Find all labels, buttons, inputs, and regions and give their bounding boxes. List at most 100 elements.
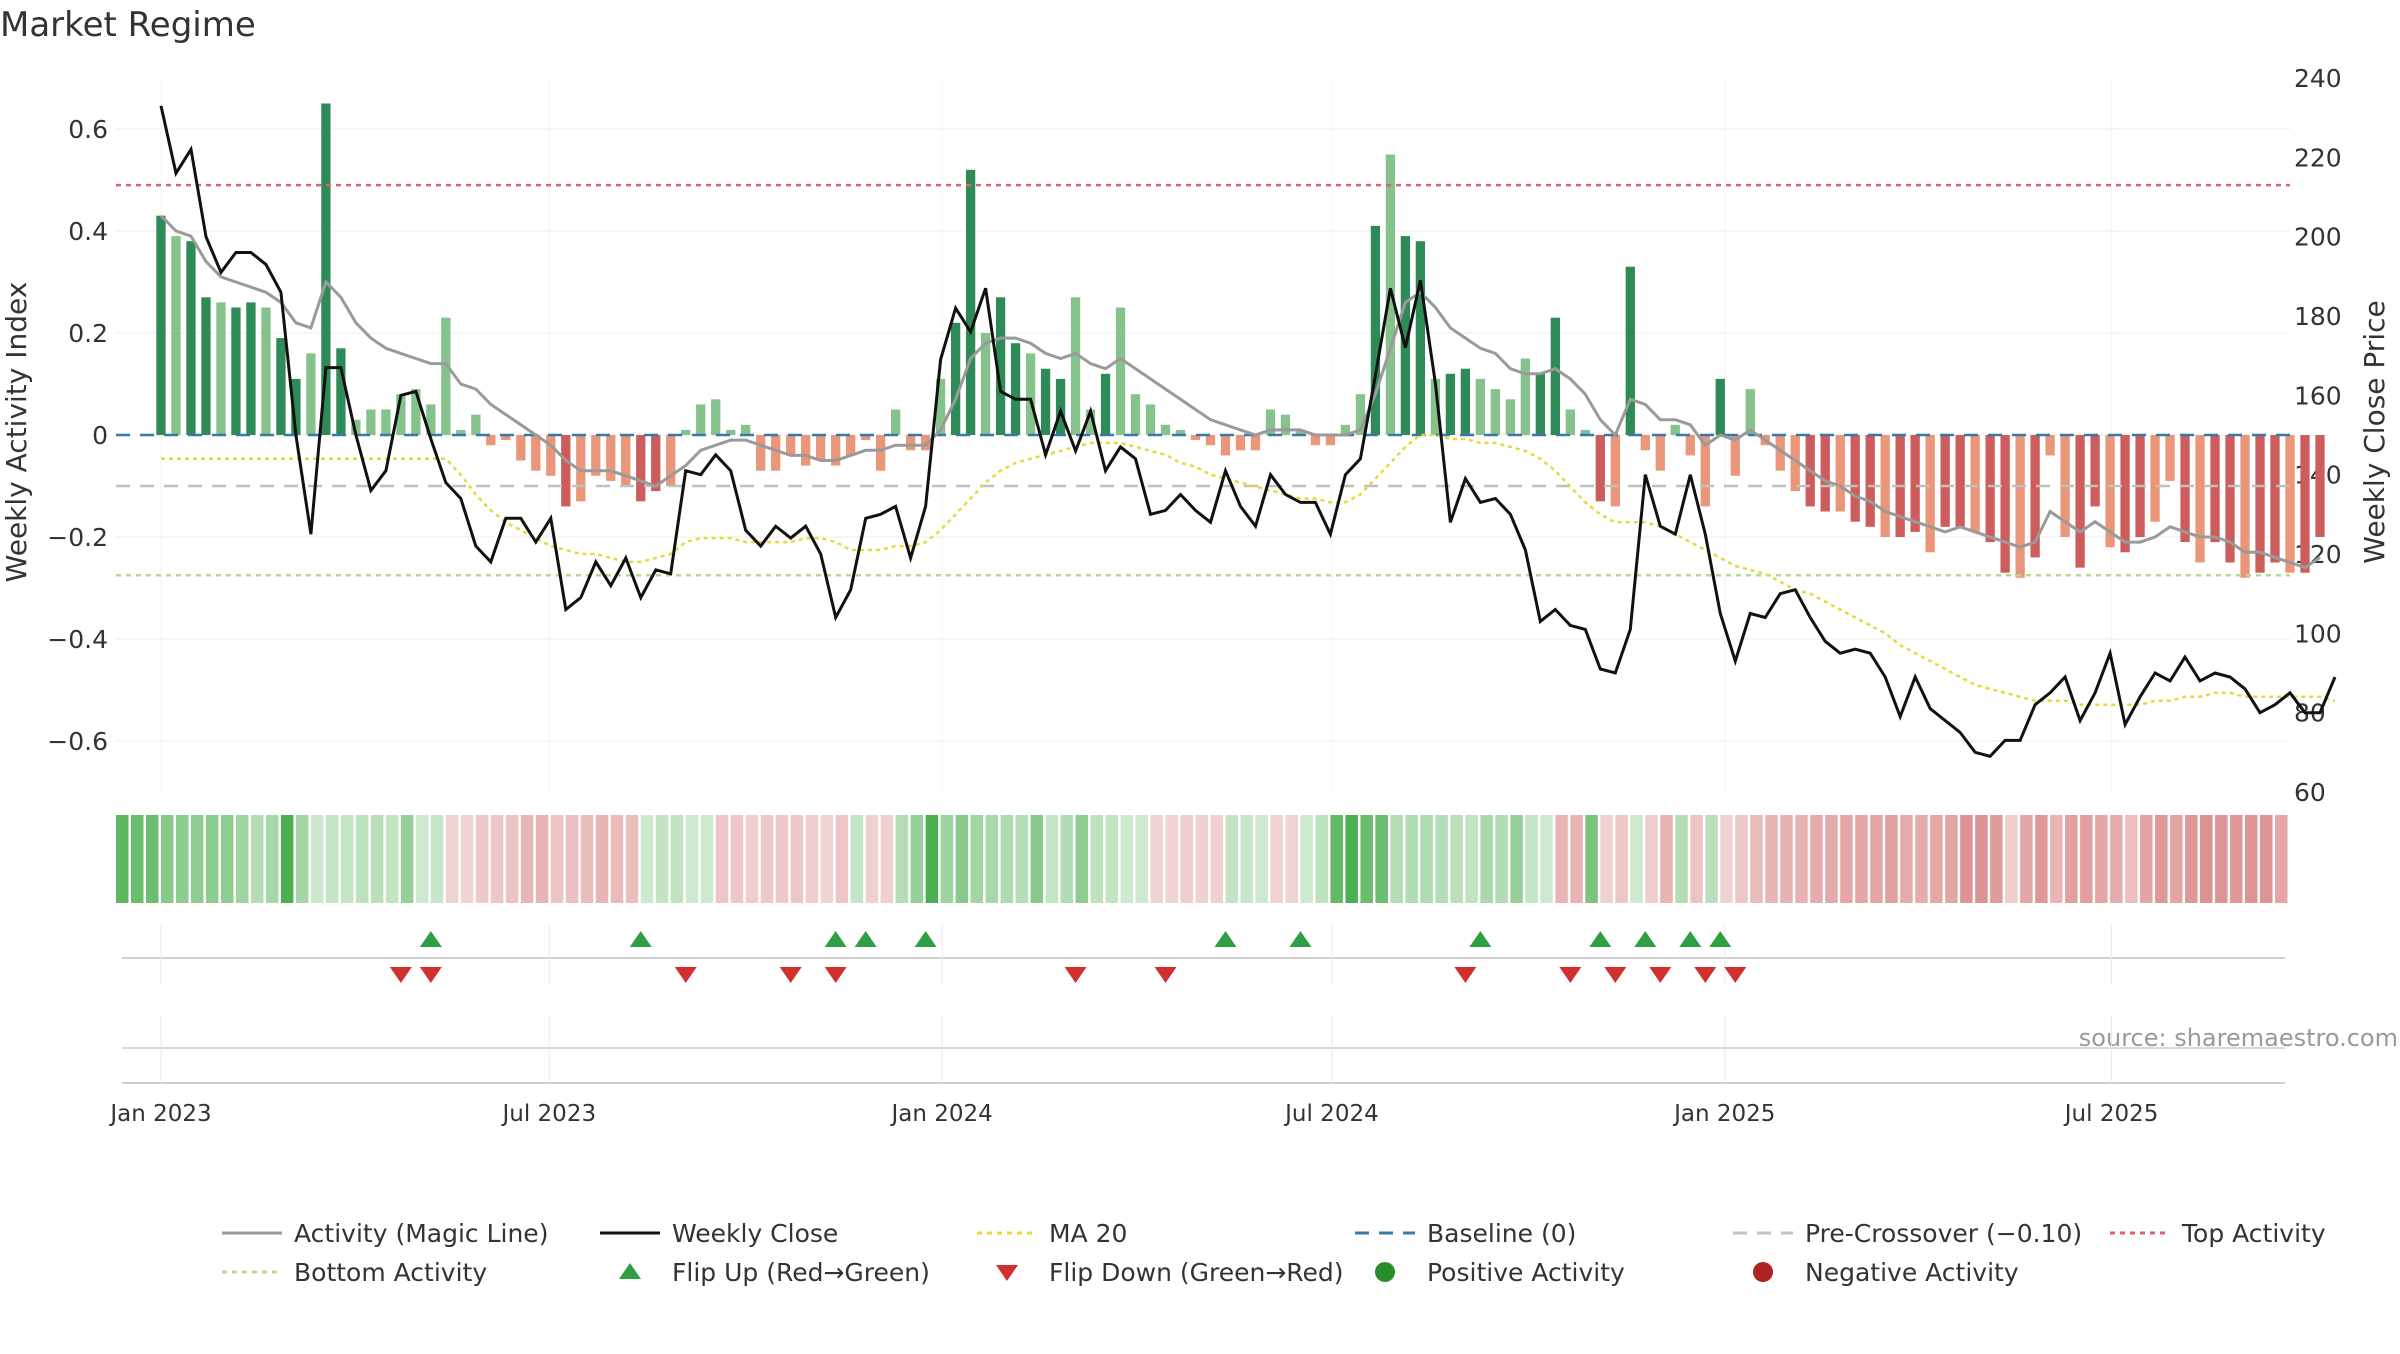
regime-strip-cell	[835, 815, 849, 903]
activity-bar	[291, 378, 301, 435]
x-tick-label: Jul 2025	[2063, 1101, 2159, 1127]
regime-strip-cell	[1945, 815, 1958, 903]
regime-strip-cell	[955, 815, 969, 903]
activity-bar	[1160, 424, 1171, 435]
regime-strip-cell	[1645, 815, 1658, 903]
activity-bar	[876, 435, 886, 471]
regime-strip-cell	[1045, 815, 1059, 903]
regime-strip-cell	[1660, 815, 1673, 903]
flip-down-marker	[1724, 967, 1747, 983]
flip-up-marker	[1589, 931, 1612, 947]
activity-bar	[1955, 435, 1965, 527]
y-left-tick-label: 0.6	[68, 115, 108, 144]
y-right-tick-label: 180	[2294, 302, 2342, 331]
activity-bar	[1775, 435, 1785, 471]
activity-bar	[1130, 394, 1141, 435]
regime-strip-cell	[415, 815, 429, 903]
regime-strip-cell	[1900, 815, 1913, 903]
activity-bar	[186, 241, 196, 435]
regime-strip-cell	[460, 815, 474, 903]
regime-strip-cell	[1165, 815, 1179, 903]
regime-strip-cell	[1885, 815, 1898, 903]
regime-strip-cell	[1735, 815, 1748, 903]
activity-bar	[1025, 353, 1036, 435]
activity-bar	[980, 333, 991, 435]
regime-strip-cell	[985, 815, 999, 903]
activity-bar	[681, 429, 691, 435]
regime-strip-cell	[1480, 815, 1493, 903]
activity-bar	[2000, 435, 2010, 573]
regime-strip-cell	[1855, 815, 1868, 903]
activity-bar	[2300, 435, 2310, 573]
regime-strip-cell	[1330, 815, 1343, 903]
regime-strip-cell	[400, 815, 414, 903]
regime-strip-cell	[595, 815, 609, 903]
activity-bar	[2030, 435, 2040, 558]
regime-strip-cell	[655, 815, 669, 903]
regime-strip-cell	[1285, 815, 1298, 903]
regime-strip-cell	[130, 815, 144, 903]
activity-bar	[156, 215, 166, 435]
regime-strip-cell	[1870, 815, 1883, 903]
regime-strip-cell	[1750, 815, 1763, 903]
regime-strip-cell	[775, 815, 789, 903]
regime-strip-cell	[280, 815, 294, 903]
activity-bar	[2225, 435, 2235, 563]
activity-bar	[171, 236, 181, 435]
flip-down-marker	[824, 967, 847, 983]
activity-bar	[1310, 435, 1321, 446]
y-left-tick-label: 0.4	[68, 217, 108, 246]
regime-strip-cell	[880, 815, 894, 903]
activity-bar	[321, 103, 331, 435]
activity-bar	[216, 302, 226, 435]
regime-strip-cell	[565, 815, 579, 903]
regime-strip-cell	[1375, 815, 1388, 903]
activity-bar	[1115, 307, 1126, 435]
regime-strip-cell	[145, 815, 159, 903]
flip-up-marker	[1679, 931, 1702, 947]
activity-bar	[1985, 435, 1995, 543]
regime-strip-cell	[2095, 815, 2108, 903]
activity-bar	[2045, 435, 2055, 456]
regime-strip-cell	[1210, 815, 1223, 903]
activity-bar	[1190, 435, 1201, 441]
activity-bar	[1400, 236, 1411, 435]
activity-bar	[1040, 368, 1051, 435]
activity-bar	[1850, 435, 1860, 522]
regime-strip-cell	[2155, 815, 2168, 903]
regime-strip-cell	[2245, 815, 2258, 903]
activity-bar	[1145, 404, 1156, 435]
regime-strip-cell	[1990, 815, 2003, 903]
activity-bar	[1835, 435, 1845, 512]
flip-down-marker	[674, 967, 697, 983]
regime-strip-cell	[490, 815, 504, 903]
activity-bar	[1175, 429, 1186, 435]
regime-strip-cell	[1510, 815, 1523, 903]
activity-bar	[1295, 429, 1306, 435]
activity-bar	[2015, 435, 2025, 578]
regime-strip-cell	[1000, 815, 1014, 903]
regime-strip-cell	[1540, 815, 1553, 903]
regime-strip-cell	[580, 815, 594, 903]
activity-bar	[2255, 435, 2265, 573]
activity-bar	[1475, 378, 1486, 435]
regime-strip-cell	[1840, 815, 1853, 903]
activity-bar	[1790, 435, 1800, 492]
x-tick-label: Jul 2023	[500, 1101, 596, 1127]
activity-bar	[666, 435, 676, 486]
regime-strip-cell	[1690, 815, 1703, 903]
flip-down-marker	[1454, 967, 1477, 983]
regime-strip-cell	[310, 815, 324, 903]
activity-bar	[351, 419, 361, 435]
activity-bar	[1685, 435, 1695, 456]
activity-bar	[1970, 435, 1980, 532]
flip-up-marker	[854, 931, 877, 947]
y-left-tick-label: −0.6	[47, 727, 108, 756]
regime-strip-cell	[2020, 815, 2033, 903]
regime-strip-cell	[940, 815, 954, 903]
activity-bar	[366, 409, 376, 435]
regime-strip-cell	[970, 815, 984, 903]
regime-strip-cell	[1030, 815, 1044, 903]
activity-bar	[246, 302, 256, 435]
